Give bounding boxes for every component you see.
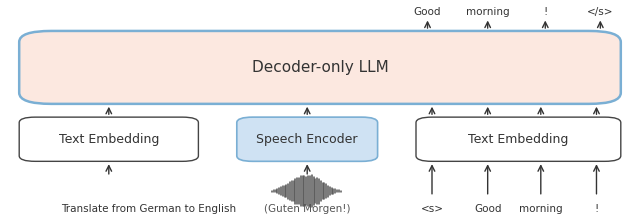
Text: Translate from German to English: Translate from German to English xyxy=(61,204,236,214)
FancyBboxPatch shape xyxy=(416,117,621,161)
FancyBboxPatch shape xyxy=(19,31,621,104)
Text: Text Embedding: Text Embedding xyxy=(468,133,568,146)
Text: (Guten Morgen!): (Guten Morgen!) xyxy=(264,204,351,214)
FancyBboxPatch shape xyxy=(237,117,378,161)
FancyBboxPatch shape xyxy=(19,117,198,161)
Text: !: ! xyxy=(543,7,547,17)
Text: <s>: <s> xyxy=(420,204,444,214)
Text: </s>: </s> xyxy=(587,7,614,17)
Text: morning: morning xyxy=(519,204,563,214)
Text: Speech Encoder: Speech Encoder xyxy=(257,133,358,146)
Text: Decoder-only LLM: Decoder-only LLM xyxy=(252,60,388,75)
Text: !: ! xyxy=(595,204,598,214)
Text: Good: Good xyxy=(414,7,441,17)
Text: Text Embedding: Text Embedding xyxy=(59,133,159,146)
Text: morning: morning xyxy=(466,7,509,17)
Text: Good: Good xyxy=(474,204,501,214)
